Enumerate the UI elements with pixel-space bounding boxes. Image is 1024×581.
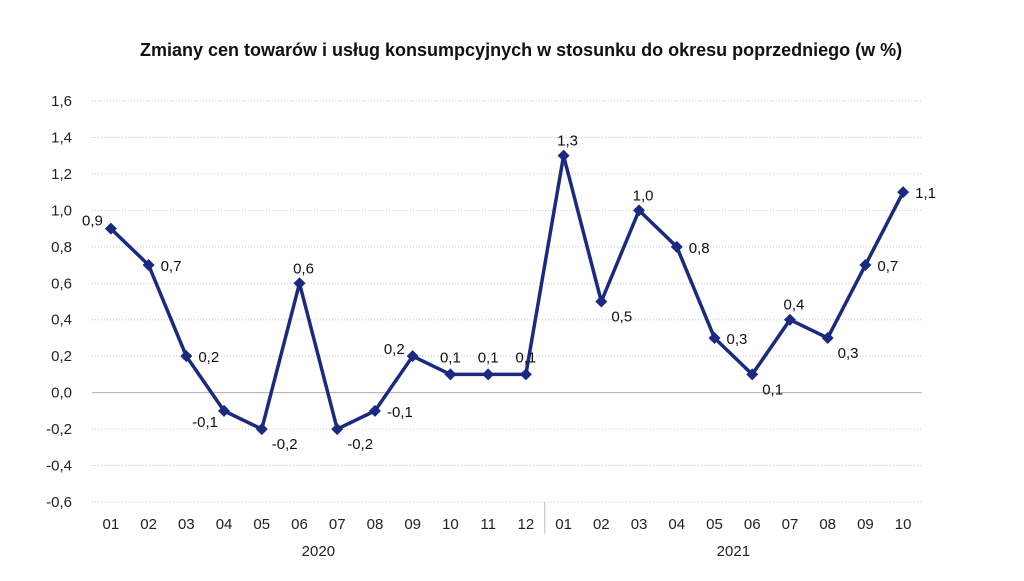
x-tick-label: 04 bbox=[216, 516, 233, 533]
year-group-label: 2021 bbox=[717, 543, 750, 560]
data-label: -0,2 bbox=[347, 436, 373, 453]
x-tick-label: 12 bbox=[518, 516, 535, 533]
data-point-marker bbox=[293, 277, 306, 290]
y-tick-label: 1,2 bbox=[51, 166, 72, 183]
x-tick-label: 10 bbox=[442, 516, 459, 533]
x-tick-label: 10 bbox=[895, 516, 912, 533]
x-tick-label: 03 bbox=[178, 516, 195, 533]
data-point-marker bbox=[859, 259, 872, 272]
data-label: 0,1 bbox=[762, 381, 783, 398]
data-label: 0,1 bbox=[515, 349, 536, 366]
data-point-marker bbox=[255, 423, 268, 436]
x-tick-label: 06 bbox=[291, 516, 308, 533]
x-tick-label: 02 bbox=[140, 516, 157, 533]
data-label: 0,6 bbox=[293, 260, 314, 277]
chart-title: Zmiany cen towarów i usług konsumpcyjnyc… bbox=[140, 40, 903, 60]
data-label: 0,3 bbox=[727, 331, 748, 348]
x-tick-label: 09 bbox=[404, 516, 421, 533]
data-point-marker bbox=[142, 259, 155, 272]
x-tick-label: 03 bbox=[631, 516, 648, 533]
y-tick-label: 0,0 bbox=[51, 385, 72, 402]
y-tick-label: 1,4 bbox=[51, 129, 72, 146]
data-point-marker bbox=[670, 240, 683, 253]
data-point-marker bbox=[519, 368, 532, 381]
data-label: 0,7 bbox=[161, 258, 182, 275]
data-point-marker bbox=[331, 423, 344, 436]
x-tick-label: 09 bbox=[857, 516, 874, 533]
x-tick-label: 01 bbox=[103, 516, 120, 533]
data-point-marker bbox=[406, 350, 419, 363]
data-label: -0,2 bbox=[272, 436, 298, 453]
data-point-marker bbox=[746, 368, 759, 381]
y-tick-label: -0,2 bbox=[46, 421, 72, 438]
data-point-marker bbox=[557, 149, 570, 162]
data-point-marker bbox=[783, 313, 796, 326]
data-point-marker bbox=[897, 186, 910, 199]
data-point-marker bbox=[821, 331, 834, 344]
data-label: -0,1 bbox=[192, 414, 218, 431]
data-point-marker bbox=[218, 404, 231, 417]
data-label: 0,8 bbox=[689, 240, 710, 257]
series-line bbox=[109, 153, 905, 431]
x-tick-label: 07 bbox=[782, 516, 799, 533]
y-tick-label: 0,6 bbox=[51, 275, 72, 292]
data-label: 1,0 bbox=[633, 187, 654, 204]
data-point-marker bbox=[368, 404, 381, 417]
y-tick-label: 0,2 bbox=[51, 348, 72, 365]
y-tick-label: 1,0 bbox=[51, 202, 72, 219]
x-tick-label: 08 bbox=[367, 516, 384, 533]
x-tick-label: 06 bbox=[744, 516, 761, 533]
data-point-marker bbox=[595, 295, 608, 308]
y-tick-label: 0,8 bbox=[51, 239, 72, 256]
x-tick-label: 02 bbox=[593, 516, 610, 533]
data-point-marker bbox=[180, 350, 193, 363]
data-label: 0,2 bbox=[384, 341, 405, 358]
data-label: 1,1 bbox=[915, 185, 936, 202]
data-point-marker bbox=[482, 368, 495, 381]
y-tick-label: -0,6 bbox=[46, 494, 72, 511]
data-label: 0,4 bbox=[784, 297, 805, 314]
data-label: 0,9 bbox=[82, 213, 103, 230]
data-label: 0,3 bbox=[838, 345, 859, 362]
data-label: 0,1 bbox=[440, 349, 461, 366]
data-label: 1,3 bbox=[557, 133, 578, 150]
year-group-label: 2020 bbox=[302, 543, 335, 560]
data-point-marker bbox=[633, 204, 646, 217]
y-tick-label: 0,4 bbox=[51, 312, 72, 329]
x-tick-label: 11 bbox=[480, 516, 496, 533]
data-point-marker bbox=[104, 222, 117, 235]
y-tick-label: -0,4 bbox=[46, 458, 72, 475]
data-point-marker bbox=[708, 331, 721, 344]
data-label: 0,5 bbox=[611, 309, 632, 326]
data-label: 0,2 bbox=[198, 349, 219, 366]
data-label: -0,1 bbox=[387, 404, 413, 421]
data-label: 0,1 bbox=[478, 349, 499, 366]
x-tick-label: 01 bbox=[555, 516, 572, 533]
x-tick-label: 07 bbox=[329, 516, 346, 533]
x-tick-label: 05 bbox=[706, 516, 723, 533]
x-tick-label: 08 bbox=[819, 516, 836, 533]
x-tick-label: 05 bbox=[253, 516, 270, 533]
y-tick-label: 1,6 bbox=[51, 93, 72, 110]
data-label: 0,7 bbox=[877, 258, 898, 275]
x-tick-label: 04 bbox=[668, 516, 685, 533]
data-point-marker bbox=[444, 368, 457, 381]
